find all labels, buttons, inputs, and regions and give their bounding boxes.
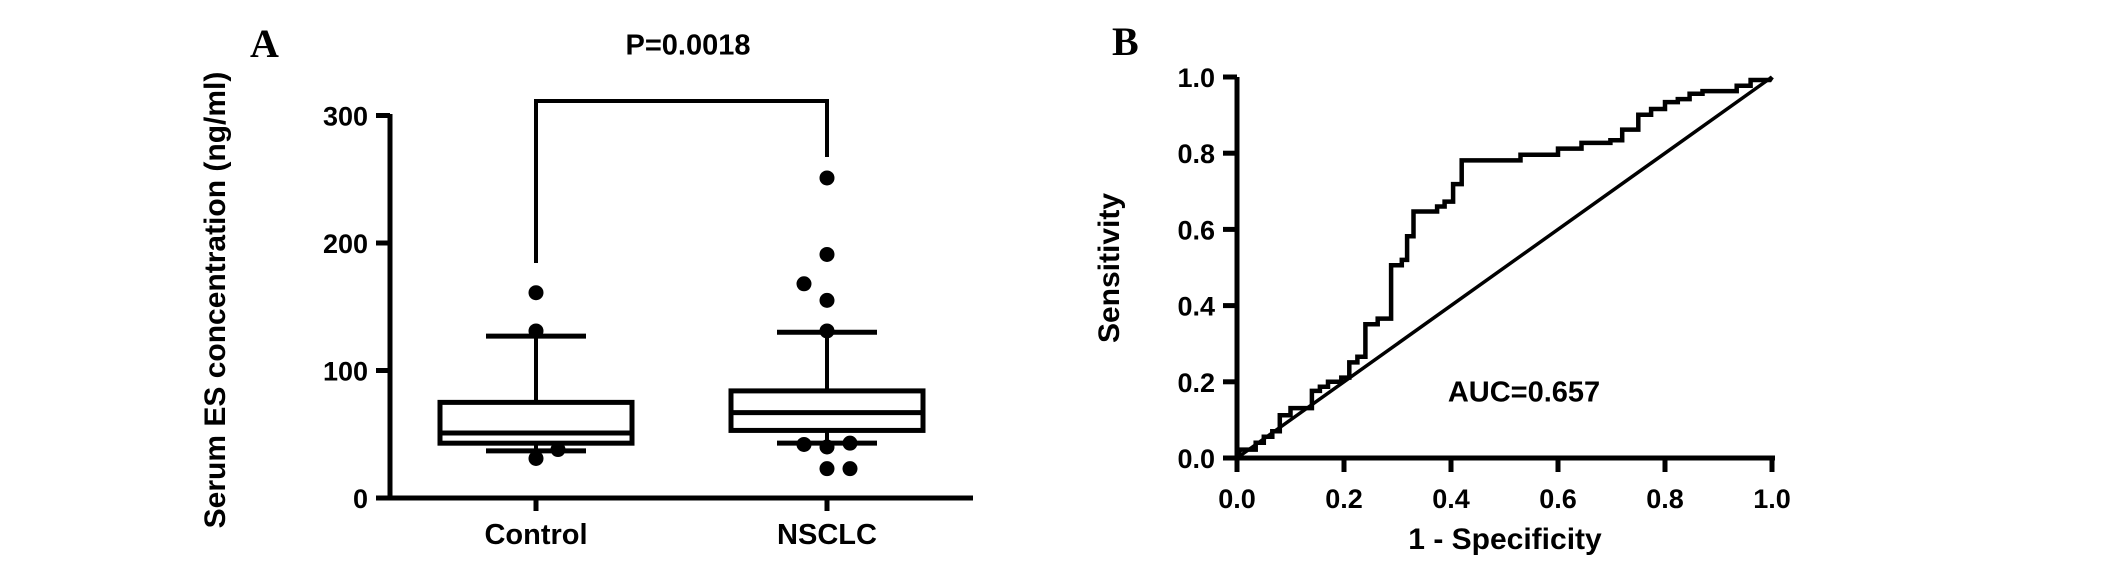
y-tick-label: 0.6 [1177,215,1215,245]
y-tick-label: 200 [323,229,368,259]
p-value-label: P=0.0018 [625,29,751,62]
box-group-nsclc: NSCLC [728,170,926,551]
panel-b-y-axis-title: Sensitivity [1093,192,1126,344]
y-tick-label: 0.8 [1177,139,1215,169]
data-point [819,292,835,308]
auc-label: AUC=0.657 [1447,376,1601,409]
data-point [796,436,812,452]
y-tick-label: 1.0 [1177,63,1215,93]
category-label: NSCLC [777,519,877,551]
data-point [796,276,812,292]
data-point [528,450,544,466]
data-point [819,461,835,477]
x-tick-label: 0.2 [1325,484,1363,514]
data-point [550,442,566,458]
x-tick-label: 1.0 [1753,484,1791,514]
panel-a-letter: A [250,21,279,66]
boxplot-panel: 0 100 200 300 Control NSCLC [323,99,973,551]
box-group-control: Control [437,285,635,551]
data-point [528,285,544,301]
data-point [842,435,858,451]
significance-bracket [534,99,829,263]
y-tick-label: 300 [323,102,368,132]
y-tick-label: 0.2 [1177,368,1215,398]
data-point [819,246,835,262]
diagonal-reference-line [1235,75,1774,460]
data-point [819,323,835,339]
category-label: Control [484,519,587,551]
x-tick-label: 0.4 [1432,484,1470,514]
panel-b-letter: B [1112,19,1139,64]
data-point [528,323,544,339]
data-point [842,461,858,477]
panel-b-x-axis-title: 1 - Specificity [1408,523,1602,556]
data-point [819,170,835,186]
iqr-box [437,399,635,446]
panel-a-y-axis-title: Serum ES concentration (ng/ml) [199,71,232,529]
y-tick-label: 0.0 [1177,444,1215,474]
x-tick-label: 0.0 [1218,484,1256,514]
y-tick-label: 0 [353,484,368,514]
data-point [819,439,835,455]
roc-curve [1234,75,1774,459]
roc-panel: 0.0 0.2 0.4 0.6 0.8 1.0 0.0 0.2 0.4 0.6 0.8 1.0 [1177,63,1790,514]
y-tick-label: 0.4 [1177,292,1215,322]
x-tick-label: 0.8 [1646,484,1684,514]
y-tick-label: 100 [323,357,368,387]
x-tick-label: 0.6 [1539,484,1577,514]
